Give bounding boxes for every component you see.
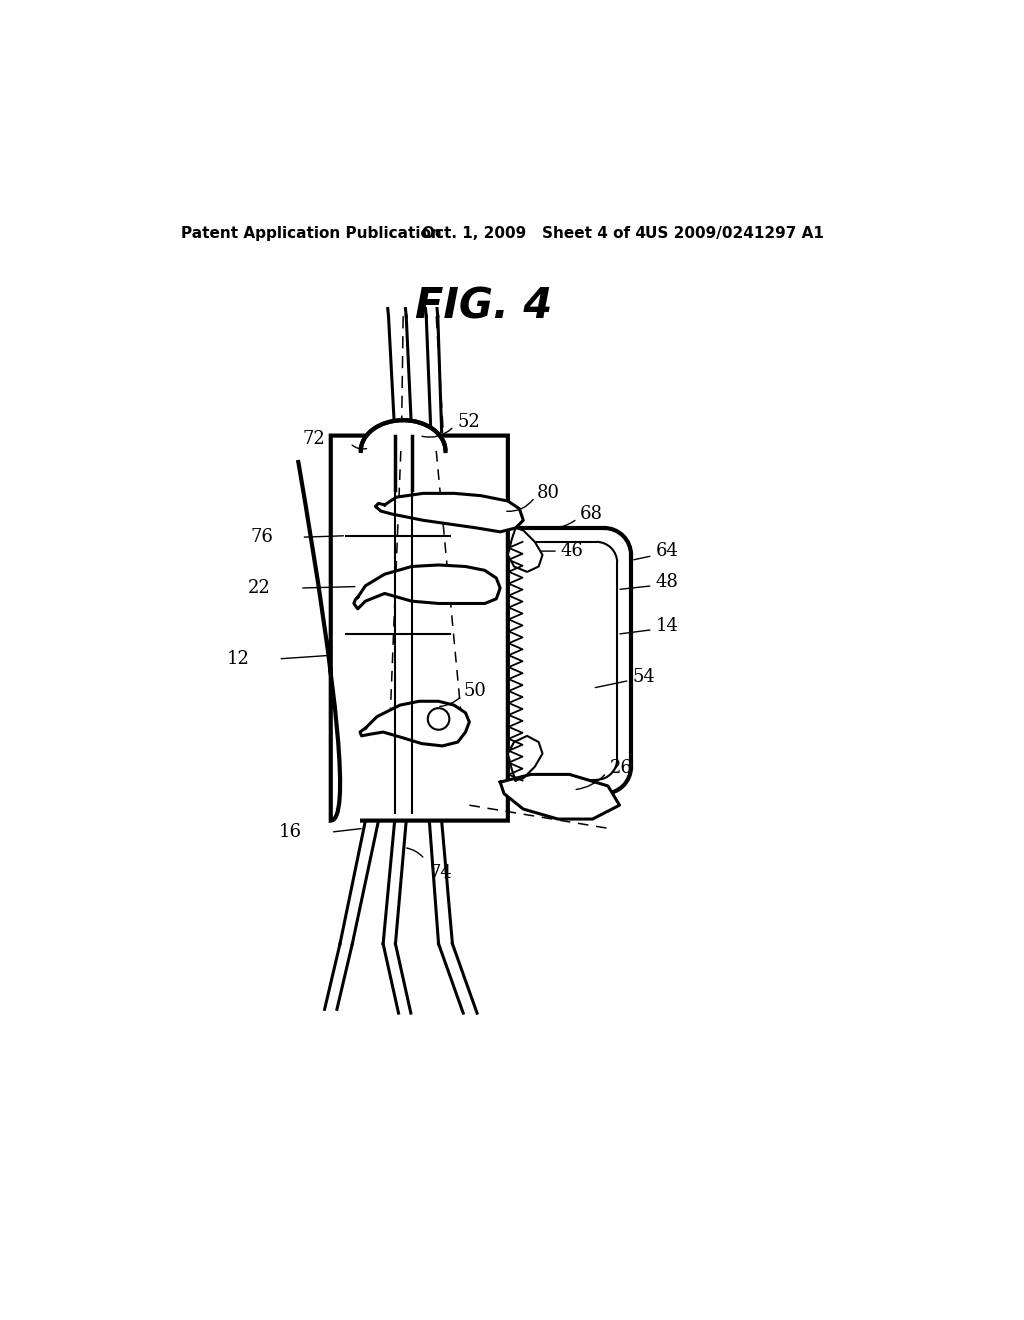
Text: 16: 16	[279, 824, 301, 841]
Polygon shape	[354, 565, 500, 609]
Text: 50: 50	[464, 682, 486, 700]
Polygon shape	[515, 780, 631, 793]
Text: 48: 48	[655, 573, 679, 591]
Text: 64: 64	[655, 543, 679, 560]
Text: 22: 22	[248, 579, 270, 597]
Text: 14: 14	[655, 616, 679, 635]
Polygon shape	[515, 528, 631, 543]
Polygon shape	[360, 701, 469, 746]
Polygon shape	[500, 775, 620, 818]
Text: 80: 80	[538, 483, 560, 502]
Polygon shape	[508, 528, 543, 572]
Text: 76: 76	[250, 528, 273, 546]
Polygon shape	[508, 737, 543, 780]
Polygon shape	[360, 420, 445, 451]
Text: 74: 74	[429, 863, 452, 882]
Text: 54: 54	[633, 668, 655, 685]
Text: 12: 12	[227, 649, 250, 668]
Text: 68: 68	[581, 506, 603, 523]
Polygon shape	[617, 543, 631, 780]
Text: 72: 72	[303, 430, 326, 449]
Text: Oct. 1, 2009   Sheet 4 of 4: Oct. 1, 2009 Sheet 4 of 4	[422, 226, 645, 242]
PathPatch shape	[331, 436, 508, 821]
Ellipse shape	[428, 708, 450, 730]
Text: 52: 52	[457, 413, 480, 430]
Polygon shape	[376, 494, 523, 532]
Text: 26: 26	[609, 759, 633, 777]
Text: US 2009/0241297 A1: US 2009/0241297 A1	[645, 226, 823, 242]
Text: 46: 46	[560, 543, 583, 560]
Text: FIG. 4: FIG. 4	[416, 285, 553, 327]
Text: Patent Application Publication: Patent Application Publication	[180, 226, 441, 242]
